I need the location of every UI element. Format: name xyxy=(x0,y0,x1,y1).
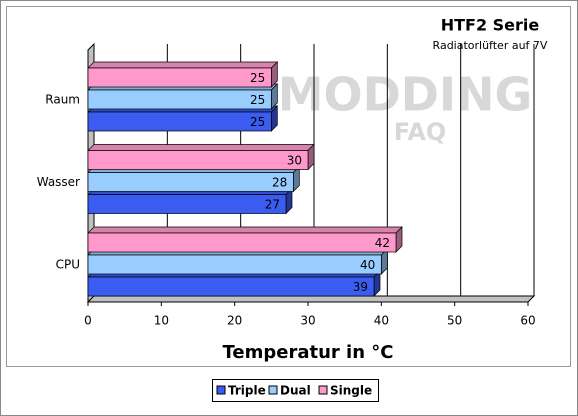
bar xyxy=(87,67,272,88)
value-label: 25 xyxy=(250,115,265,129)
bar xyxy=(87,254,382,275)
legend-swatch xyxy=(268,385,278,395)
bar xyxy=(87,150,309,170)
x-tick-label: 10 xyxy=(154,314,169,328)
watermark: FAQ xyxy=(394,118,447,146)
legend xyxy=(212,379,379,402)
value-label: 25 xyxy=(250,93,265,107)
y-tick-label: Raum xyxy=(45,93,80,107)
legend-swatch xyxy=(318,385,328,395)
x-tick-label: 30 xyxy=(300,314,315,328)
bar xyxy=(87,89,272,110)
bar-top xyxy=(87,61,279,69)
legend-swatch xyxy=(216,385,226,395)
x-tick-label: 50 xyxy=(447,314,462,328)
bar xyxy=(87,194,287,214)
x-axis-title: Temperatur in °C xyxy=(223,342,394,363)
y-tick-label: CPU xyxy=(56,258,80,272)
x-tick-label: 20 xyxy=(227,314,242,328)
bar xyxy=(87,232,397,253)
bar xyxy=(87,276,375,297)
value-label: 40 xyxy=(360,258,375,272)
value-label: 30 xyxy=(287,154,302,168)
bar-top xyxy=(87,226,403,234)
legend-label: Single xyxy=(330,384,372,398)
chart-subtitle: Radiatorlüfter auf 7V xyxy=(433,39,548,52)
value-label: 25 xyxy=(250,71,265,85)
value-label: 39 xyxy=(353,280,368,294)
y-tick-label: Wasser xyxy=(37,175,80,189)
bar xyxy=(87,172,294,192)
bar xyxy=(87,111,272,132)
x-tick-label: 0 xyxy=(84,314,92,328)
legend-label: Triple xyxy=(228,384,266,398)
watermark: MODDING xyxy=(278,68,533,122)
chart-title: HTF2 Serie xyxy=(441,16,540,35)
bar-top xyxy=(87,144,315,151)
x-tick-label: 60 xyxy=(520,314,535,328)
value-label: 42 xyxy=(375,236,390,250)
legend-label: Dual xyxy=(280,384,311,398)
floor xyxy=(86,295,536,303)
x-tick-label: 40 xyxy=(374,314,389,328)
value-label: 27 xyxy=(265,198,280,212)
value-label: 28 xyxy=(272,176,287,190)
